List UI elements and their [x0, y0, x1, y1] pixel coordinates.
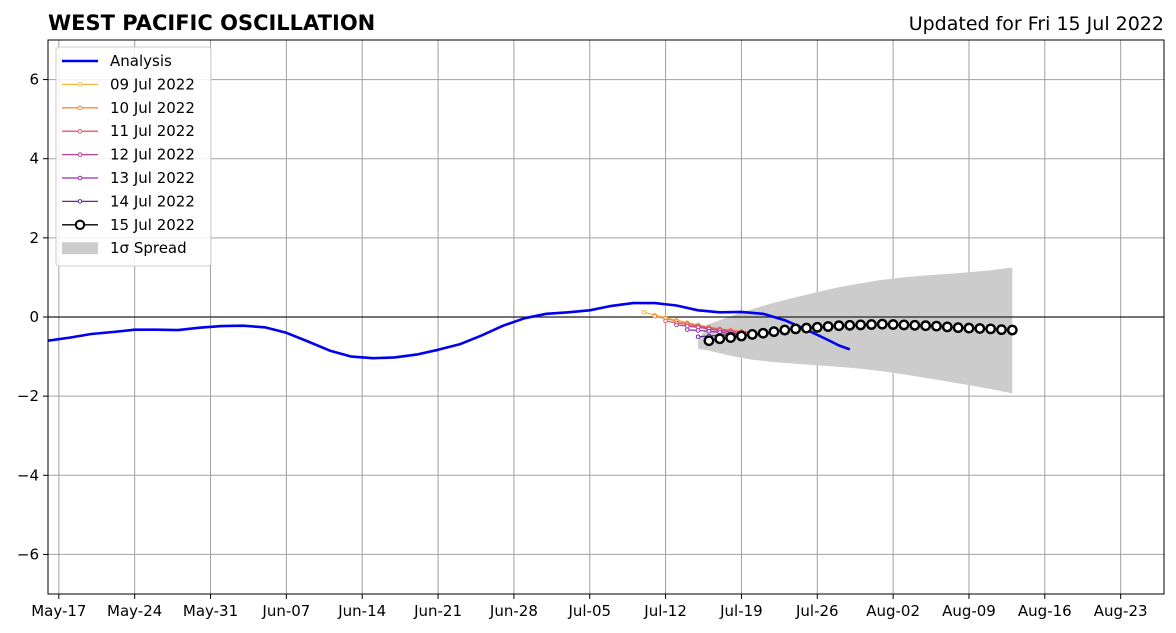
x-tick-label: Jun-28 — [489, 602, 538, 620]
x-tick-label: May-31 — [183, 602, 238, 620]
forecast-point — [663, 318, 668, 324]
x-tick-label: Jun-14 — [337, 602, 386, 620]
x-tick-label: Jul-26 — [795, 602, 839, 620]
x-tick-label: Jul-19 — [719, 602, 763, 620]
analysis-line — [47, 301, 851, 360]
legend-label: 11 Jul 2022 — [110, 122, 195, 140]
x-tick-label: Jul-12 — [643, 602, 687, 620]
legend-box — [55, 46, 212, 267]
current-forecast-point — [844, 319, 856, 331]
current-forecast-point — [931, 320, 942, 332]
current-forecast-point — [941, 321, 953, 333]
current-forecast-series — [703, 318, 1018, 347]
x-tick-label: Aug-16 — [1018, 602, 1072, 620]
forecast-point — [641, 309, 647, 315]
current-forecast-point — [703, 335, 715, 347]
current-forecast-point — [801, 322, 812, 334]
legend-label: 15 Jul 2022 — [110, 216, 195, 234]
x-tick-label: Aug-23 — [1094, 602, 1148, 620]
legend-swatch-marker — [77, 128, 83, 134]
current-forecast-point — [757, 327, 769, 339]
x-axis-ticks: May-17 May-24 May-31 Jun-07 Jun-14 Jun-21 Jun-… — [31, 594, 1148, 620]
forecast-point — [695, 334, 701, 340]
legend-label: Analysis — [110, 52, 172, 70]
legend-label: 1σ Spread — [110, 239, 187, 257]
current-forecast-point — [898, 319, 910, 331]
chart-subtitle: Updated for Fri 15 Jul 2022 — [909, 13, 1164, 35]
y-tick-label: 4 — [29, 150, 39, 168]
y-axis-ticks: −6 −4 −2 0 2 4 6 — [17, 71, 48, 563]
analysis-series — [47, 301, 851, 360]
spread-band — [698, 267, 1013, 394]
current-forecast-point — [790, 323, 802, 335]
current-forecast-point — [963, 322, 975, 334]
y-tick-label: −6 — [17, 545, 39, 563]
y-tick-label: 0 — [29, 308, 39, 326]
current-forecast-point — [920, 320, 932, 332]
legend-label: 12 Jul 2022 — [110, 146, 195, 164]
current-forecast-point — [887, 319, 899, 330]
current-forecast-point — [833, 320, 845, 332]
current-forecast-point — [746, 329, 758, 340]
forecast-point — [684, 323, 690, 329]
current-forecast-point — [725, 332, 737, 343]
y-tick-label: 6 — [29, 71, 39, 89]
current-forecast-point — [876, 318, 888, 330]
x-tick-label: Aug-02 — [866, 602, 920, 620]
y-tick-label: −2 — [17, 387, 39, 405]
legend: Analysis 09 Jul 2022 10 Jul 2022 11 Jul 202… — [55, 46, 212, 267]
x-tick-label: Aug-09 — [942, 602, 996, 620]
forecast-point — [674, 322, 679, 328]
current-forecast-point — [985, 323, 997, 335]
current-forecast-point — [996, 324, 1007, 336]
current-forecast-point — [714, 333, 726, 345]
x-tick-label: May-17 — [31, 602, 86, 620]
current-forecast-point — [1006, 324, 1018, 336]
legend-label: 10 Jul 2022 — [110, 99, 195, 117]
legend-label: 14 Jul 2022 — [110, 192, 195, 210]
y-tick-label: −4 — [17, 466, 39, 484]
current-forecast-point — [822, 321, 834, 332]
current-forecast-point — [768, 326, 780, 338]
legend-swatch-spread — [62, 242, 98, 255]
chart-title: WEST PACIFIC OSCILLATION — [48, 11, 375, 35]
legend-swatch-marker — [77, 175, 83, 181]
legend-label: 09 Jul 2022 — [110, 75, 195, 93]
legend-swatch-marker — [77, 152, 83, 157]
legend-swatch-marker — [77, 82, 83, 87]
x-tick-label: May-24 — [107, 602, 162, 620]
legend-swatch-marker — [77, 105, 83, 111]
current-forecast-point — [855, 319, 867, 331]
forecast-point — [695, 328, 701, 333]
legend-swatch-marker — [74, 219, 86, 231]
current-forecast-point — [952, 322, 964, 334]
current-forecast-point — [811, 321, 823, 333]
legend-label: 13 Jul 2022 — [110, 169, 195, 187]
forecast-point — [706, 328, 712, 334]
forecast-point — [652, 313, 658, 319]
current-forecast-point — [736, 330, 747, 342]
x-tick-label: Jun-21 — [413, 602, 462, 620]
legend-swatch-marker — [77, 199, 83, 204]
x-tick-label: Jul-05 — [567, 602, 611, 620]
current-forecast-point — [974, 323, 986, 334]
current-forecast-point — [866, 319, 877, 330]
forecast-point — [684, 327, 690, 332]
x-tick-label: Jun-07 — [261, 602, 310, 620]
spread-area — [698, 267, 1013, 394]
current-forecast-point — [779, 324, 791, 336]
y-tick-label: 2 — [29, 229, 39, 247]
current-forecast-point — [909, 319, 921, 331]
